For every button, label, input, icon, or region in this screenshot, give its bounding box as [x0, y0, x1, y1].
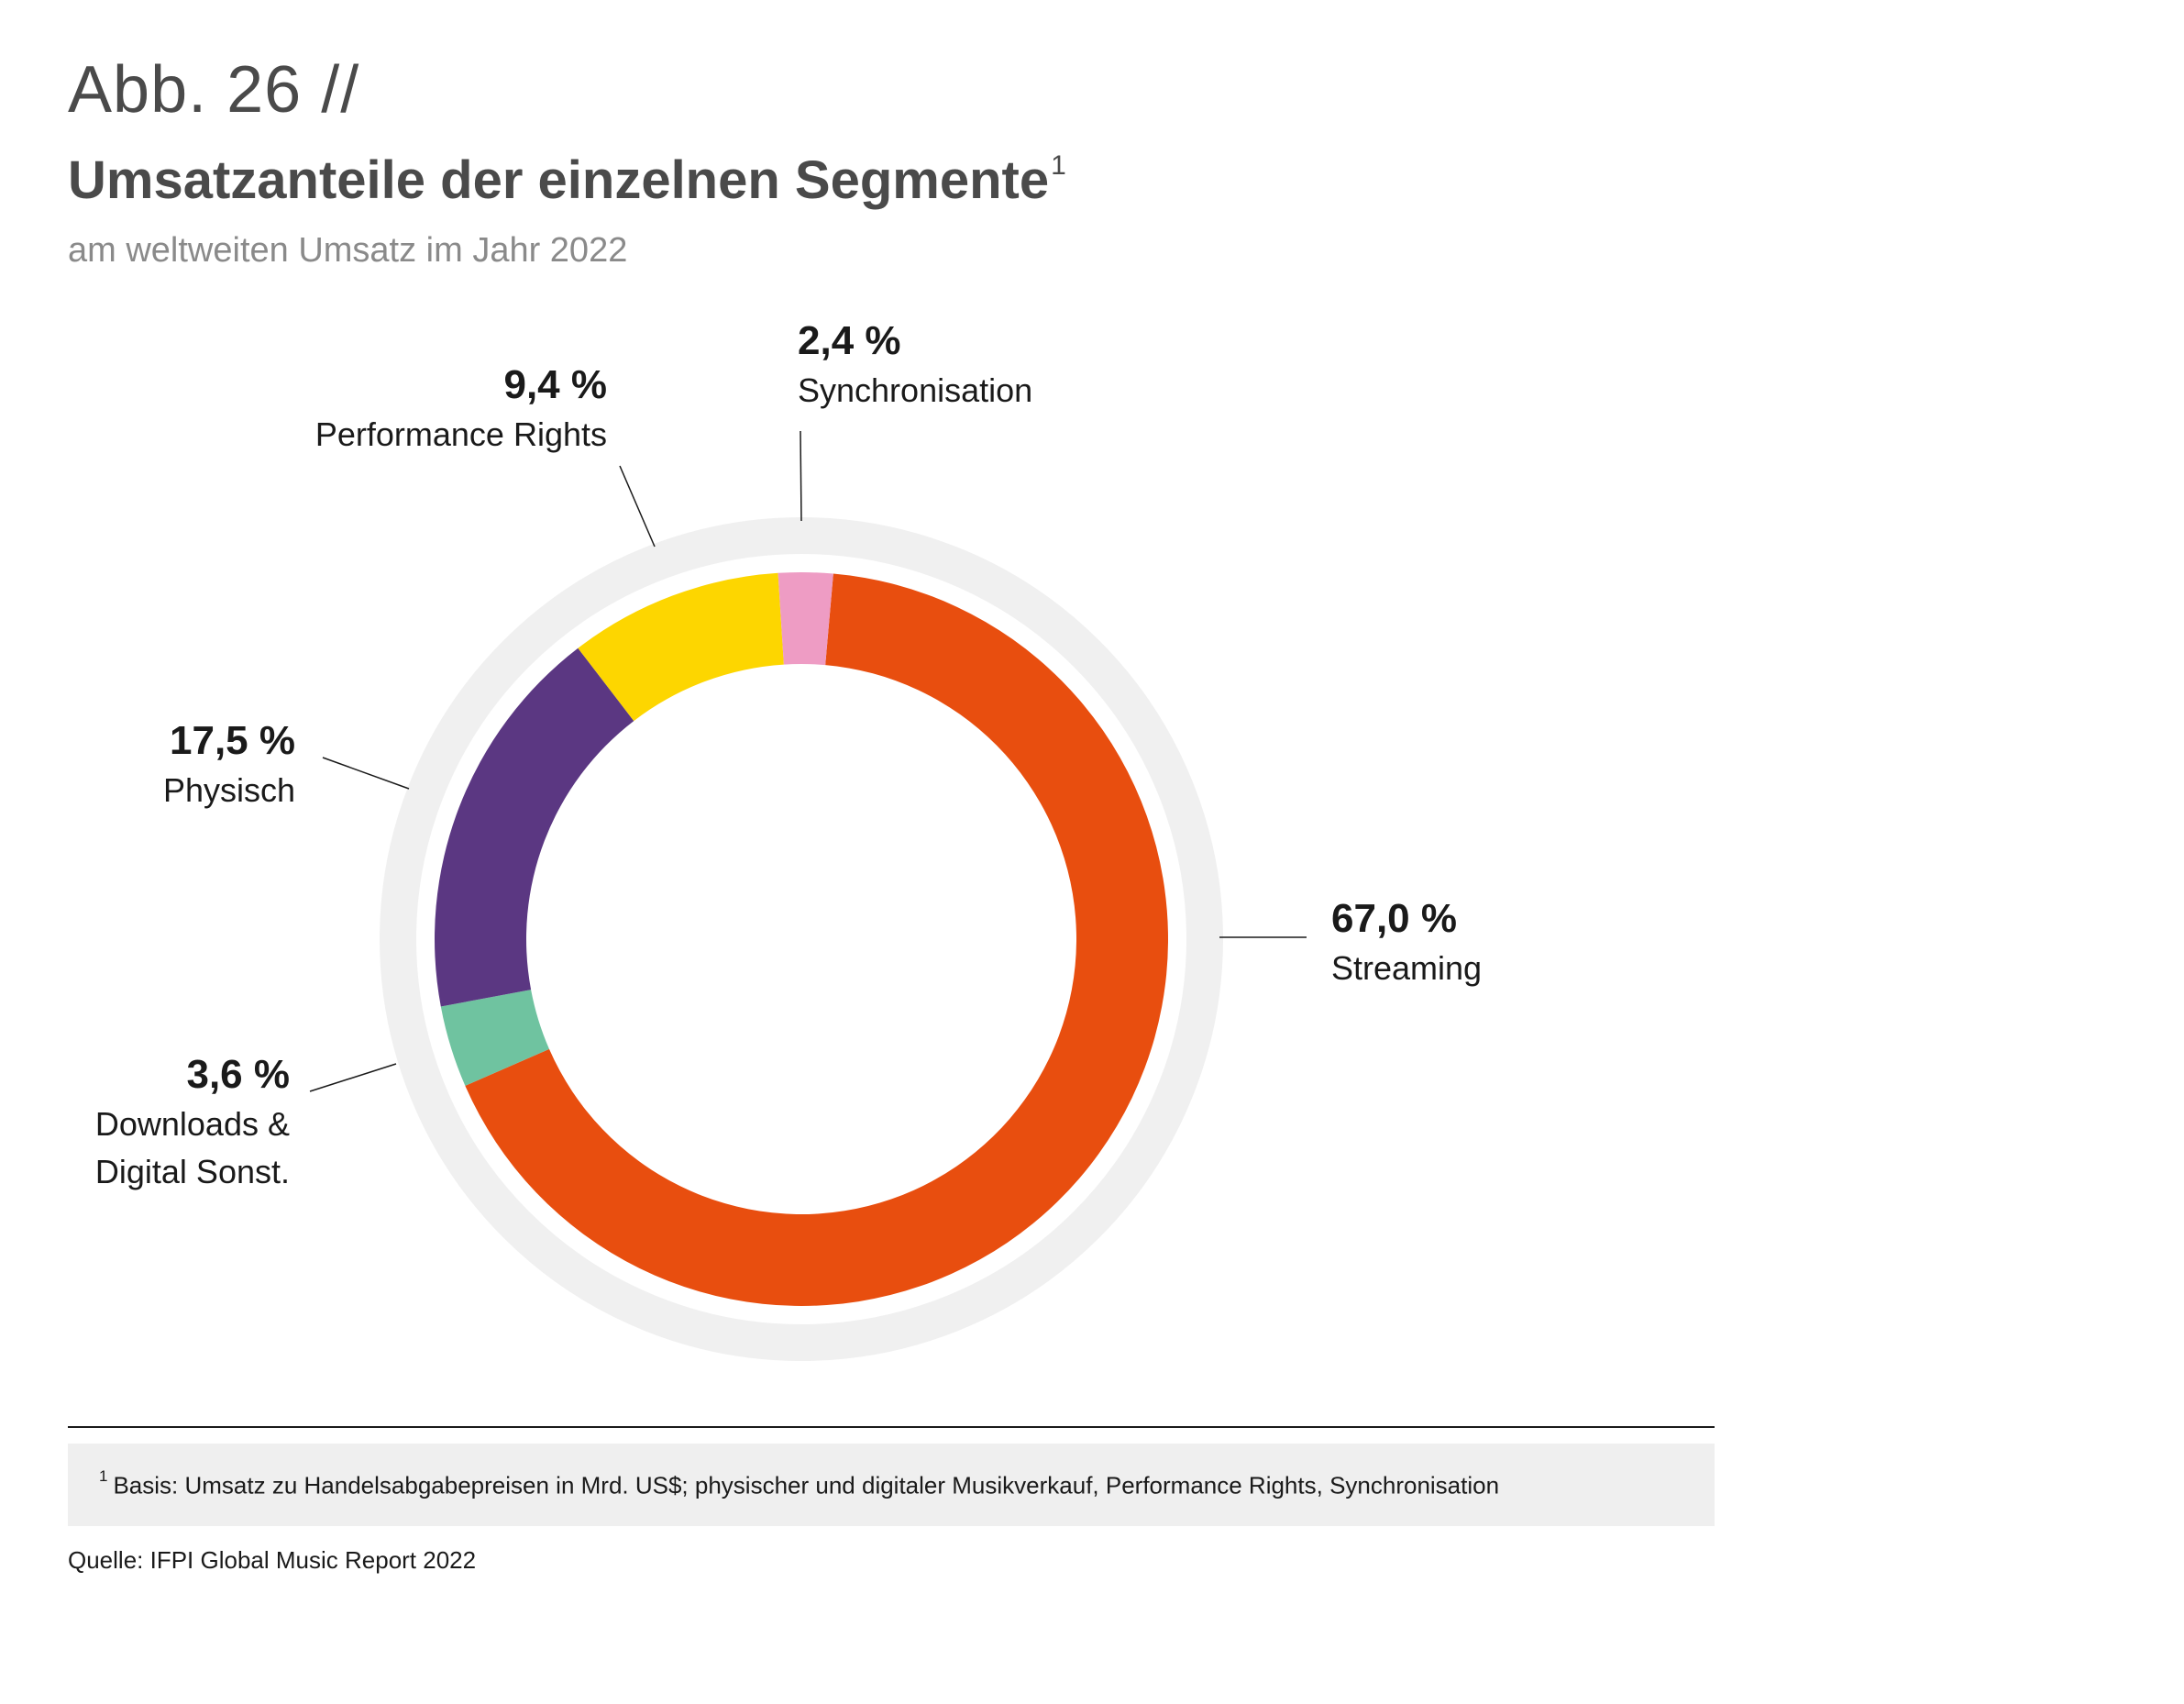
footnote-body: Basis: Umsatz zu Handelsabgabepreisen in… — [113, 1471, 1500, 1499]
outer-ring-layer — [380, 517, 1223, 1361]
category-label-downloads-digital-sonst-line-1: Downloads & — [95, 1105, 290, 1143]
leader-line-synchronisation — [800, 430, 802, 522]
chart-title: Umsatzanteile der einzelnen Segmente1 — [68, 151, 1066, 207]
figure-number: Abb. 26 // — [68, 53, 360, 127]
donut-chart: 67,0 % Streaming 3,6 % Downloads & Digital S… — [95, 318, 1482, 1361]
slice-performance-rights — [578, 572, 784, 722]
leader-line-physisch — [322, 757, 410, 790]
leader-line-performance-rights — [619, 465, 656, 548]
category-label-downloads-digital-sonst-line-2: Digital Sonst. — [95, 1153, 290, 1190]
category-label-performance-rights: Performance Rights — [315, 415, 607, 453]
chart-subtitle: am weltweiten Umsatz im Jahr 2022 — [68, 231, 628, 270]
outer-ring — [380, 517, 1223, 1361]
value-label-physisch: 17,5 % — [170, 718, 295, 763]
value-label-synchronisation: 2,4 % — [798, 318, 901, 363]
label-layer: 67,0 % Streaming 3,6 % Downloads & Digital S… — [95, 318, 1482, 1190]
slice-downloads-digital-sonst — [440, 990, 550, 1086]
value-label-downloads-digital-sonst: 3,6 % — [186, 1052, 290, 1097]
chart-title-text: Umsatzanteile der einzelnen Segmente — [68, 150, 1050, 210]
category-label-physisch: Physisch — [163, 771, 295, 809]
slice-physisch — [435, 647, 634, 1007]
divider-line — [68, 1426, 1715, 1428]
slice-synchronisation — [778, 571, 833, 666]
title-footnote-mark: 1 — [1051, 149, 1066, 181]
value-label-streaming: 67,0 % — [1331, 896, 1457, 941]
footnote-box: 1 Basis: Umsatz zu Handelsabgabepreisen i… — [68, 1444, 1715, 1526]
leader-line-layer — [309, 430, 1307, 1092]
footnote-text: 1 Basis: Umsatz zu Handelsabgabepreisen i… — [99, 1467, 1500, 1500]
category-label-streaming: Streaming — [1331, 949, 1482, 987]
leader-line-downloads-digital-sonst — [309, 1063, 397, 1092]
category-label-synchronisation: Synchronisation — [798, 371, 1032, 409]
slice-layer — [435, 571, 1168, 1306]
value-label-performance-rights: 9,4 % — [503, 362, 607, 407]
footnote-mark: 1 — [99, 1467, 108, 1485]
source-note: Quelle: IFPI Global Music Report 2022 — [68, 1546, 477, 1574]
